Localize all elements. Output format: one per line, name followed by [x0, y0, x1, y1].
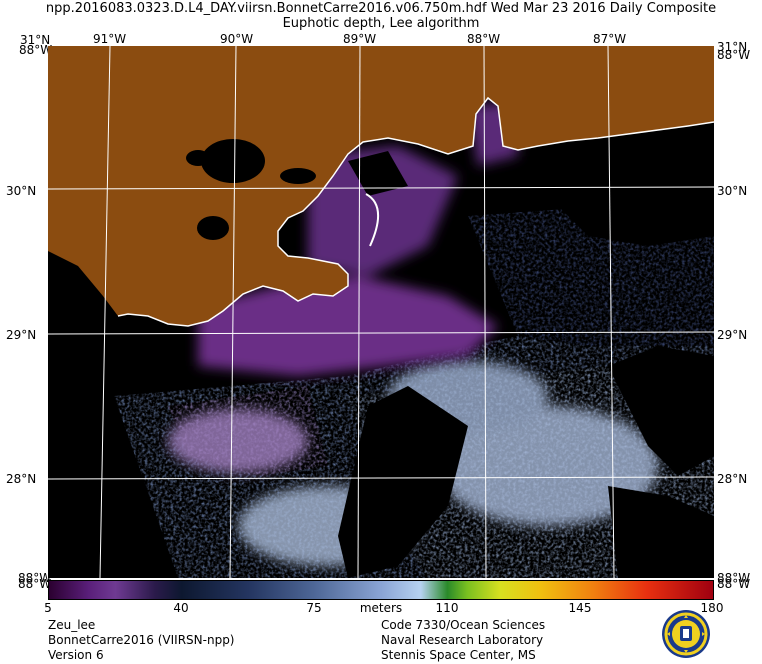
lat-label-top-left: 31°N — [20, 33, 51, 47]
lat-label-29n-right: 29°N — [717, 328, 748, 342]
lat-label-30n-right: 30°N — [717, 184, 748, 198]
colorbar-ticks: 5 40 75 meters 110 145 180 — [0, 602, 762, 616]
land-mass — [48, 46, 714, 326]
lat-label-top-right: 31°N — [717, 40, 748, 54]
version-text: Version 6 — [48, 648, 104, 662]
colorbar-tick-5: 5 — [44, 601, 52, 615]
dataset-name: BonnetCarre2016 (VIIRSN-npp) — [48, 633, 235, 647]
lon-label-90w: 90°W — [220, 32, 254, 46]
lat-label-bottom-right: 88°W — [717, 571, 751, 585]
colorbar-tick-145: 145 — [568, 601, 592, 615]
lon-label-89w: 89°W — [343, 32, 377, 46]
euphotic-depth-map — [48, 46, 714, 578]
graticule — [48, 46, 714, 578]
lon-label-88w: 88°W — [467, 32, 501, 46]
nrl-seal-icon — [662, 610, 710, 658]
org-code: Code 7330/Ocean Sciences — [381, 618, 546, 632]
lat-label-28n-right: 28°N — [717, 472, 748, 486]
lakes — [186, 139, 316, 240]
colorbar — [48, 580, 714, 600]
lat-label-29n-left: 29°N — [6, 328, 37, 342]
colorbar-tick-110: 110 — [435, 601, 459, 615]
lon-label-bottom-left: 88°W — [18, 577, 52, 591]
lat-label-30n-left: 30°N — [6, 184, 37, 198]
colorbar-unit: meters — [359, 601, 403, 615]
lon-label-top-right: 88°W — [717, 48, 751, 62]
lon-label-bottom-right: 88°W — [717, 577, 751, 591]
colorbar-tick-40: 40 — [173, 601, 189, 615]
map-subtitle: Euphotic depth, Lee algorithm — [282, 16, 480, 31]
lon-label-top-left: 88°W — [19, 43, 53, 57]
chandeleur-islands — [365, 193, 379, 247]
lon-label-87w: 87°W — [593, 32, 627, 46]
product-name: Zeu_lee — [48, 618, 96, 632]
org-name: Naval Research Laboratory — [381, 633, 544, 647]
colorbar-tick-75: 75 — [306, 601, 322, 615]
map-title: npp.2016083.0323.D.L4_DAY.viirsn.BonnetC… — [45, 1, 717, 16]
lon-label-91w: 91°W — [93, 32, 127, 46]
lat-label-bottom-left: 88°W — [18, 571, 52, 585]
colorbar-tick-180: 180 — [700, 601, 724, 615]
lat-label-28n-left: 28°N — [6, 472, 37, 486]
cloud-masks — [338, 151, 714, 578]
coastline — [117, 96, 714, 327]
org-location: Stennis Space Center, MS — [381, 648, 536, 662]
swath-gap-left — [48, 346, 178, 578]
